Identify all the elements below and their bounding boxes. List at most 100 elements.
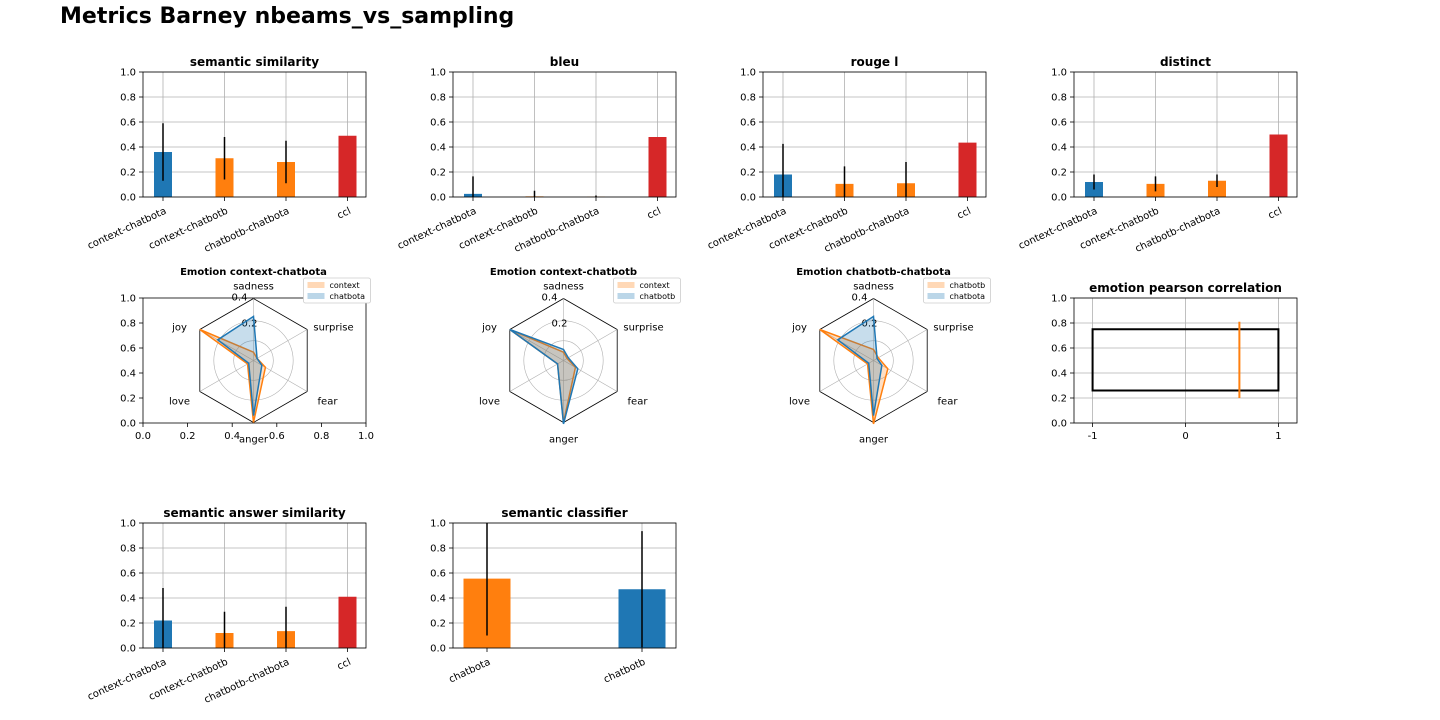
radar-spoke — [873, 329, 928, 361]
xtick-label: ccl — [1267, 206, 1284, 222]
plot-frame — [142, 297, 367, 424]
radar-axis-label-joy: joy — [481, 323, 497, 334]
legend-box — [613, 277, 681, 304]
xtick-label: 0.8 — [313, 431, 329, 442]
y-ytick-label: 0.4 — [120, 594, 136, 605]
y-ytick-label: 0.2 — [430, 168, 446, 179]
legend-swatch-context — [307, 282, 325, 288]
radar-axis-label-fear: fear — [938, 397, 959, 408]
chart-title: semantic similarity — [190, 55, 319, 69]
plot-frame — [452, 71, 677, 198]
y-ytick-label: 0.0 — [740, 193, 756, 204]
xtick-label: chatbota — [447, 657, 492, 686]
radar-spoke — [563, 329, 618, 361]
bar-ccl — [1269, 134, 1288, 197]
radar-axis-label-anger: anger — [549, 435, 579, 446]
legend-box — [923, 277, 991, 304]
xtick-label: ccl — [336, 206, 353, 222]
bar-chatbotb-chatbota — [1208, 180, 1226, 197]
legend-swatch-chatbotb — [927, 282, 945, 288]
y-ytick-label: 0.2 — [1051, 168, 1067, 179]
chart-title: semantic classifier — [501, 506, 627, 520]
y-ytick-label: 1.0 — [120, 519, 136, 530]
radar-rtick-label: 0.2 — [862, 319, 878, 330]
y-ytick-label: 0.8 — [740, 93, 756, 104]
plot-frame — [452, 522, 677, 649]
ytick-label: 1.0 — [120, 294, 136, 305]
radar-axis-label-sadness: sadness — [853, 282, 894, 293]
chart-emotion-context-chatbota: Emotion context-chatbota 0.0 0.2 0.4 0.6 0.8 1… — [120, 267, 374, 446]
radar-axis-label-anger: anger — [239, 435, 269, 446]
bar-ccl — [338, 135, 357, 197]
radar-ring — [523, 320, 604, 401]
legend-swatch-chatbota — [927, 293, 945, 299]
xtick-label: 0 — [1182, 431, 1188, 442]
plot-frame — [762, 71, 987, 198]
radar-rtick-label: 0.2 — [242, 319, 258, 330]
y-ytick-label: 0.6 — [120, 569, 136, 580]
radar-series-chatbotb — [509, 328, 579, 425]
y-ytick-label: 0.0 — [120, 193, 136, 204]
xtick-label: -1 — [1088, 431, 1098, 442]
y-ytick-label: 0.4 — [740, 143, 756, 154]
ytick-label: 0.0 — [120, 419, 136, 430]
chart-title: Emotion chatbotb-chatbota — [796, 267, 951, 278]
radar-axis-label-surprise: surprise — [623, 323, 663, 334]
y-ytick-label: 0.0 — [1051, 419, 1067, 430]
y-ytick-label: 0.4 — [1051, 369, 1067, 380]
ytick-label: 0.6 — [120, 344, 136, 355]
chart-rouge-l: rouge l0.00.20.40.60.81.0context-chatbot… — [706, 55, 987, 255]
legend-label-context: context — [640, 281, 670, 290]
chart-title: rouge l — [851, 55, 899, 69]
y-ytick-label: 0.0 — [1051, 193, 1067, 204]
radar-rtick-label: 0.4 — [232, 293, 248, 304]
ytick-label: 0.8 — [120, 319, 136, 330]
y-ytick-label: 0.2 — [120, 168, 136, 179]
y-ytick-label: 0.0 — [120, 644, 136, 655]
y-ytick-label: 0.8 — [120, 93, 136, 104]
plot-frame — [1073, 71, 1298, 198]
y-ytick-label: 0.6 — [1051, 344, 1067, 355]
bar-ccl — [958, 142, 977, 197]
radar-axis-label-love: love — [169, 397, 190, 408]
radar-spoke — [199, 329, 254, 361]
y-ytick-label: 0.6 — [430, 118, 446, 129]
xtick-label: 0.0 — [135, 431, 151, 442]
y-ytick-label: 0.0 — [430, 193, 446, 204]
radar-axis-label-surprise: surprise — [933, 323, 973, 334]
chart-emotion-pearson-correlation: emotion pearson correlation 0.0 0.2 0.4 0.6 0… — [1051, 281, 1298, 442]
radar-spoke — [509, 329, 564, 361]
radar-spoke — [253, 329, 308, 361]
y-ytick-label: 0.2 — [430, 619, 446, 630]
y-ytick-label: 0.0 — [430, 644, 446, 655]
radar-spoke — [509, 360, 564, 392]
xtick-label: ccl — [336, 657, 353, 673]
xtick-label: chatbotb — [602, 657, 647, 686]
legend-swatch-chatbotb — [617, 293, 635, 299]
legend-label-chatbotb: chatbotb — [640, 292, 676, 301]
bar-ccl — [648, 137, 667, 197]
legend-label-chatbotb: chatbotb — [950, 281, 986, 290]
radar-axis-label-fear: fear — [628, 397, 649, 408]
y-ytick-label: 0.4 — [120, 143, 136, 154]
xtick-label: 0.4 — [224, 431, 240, 442]
y-ytick-label: 1.0 — [740, 68, 756, 79]
y-ytick-label: 0.8 — [120, 544, 136, 555]
radar-series-chatbotb — [819, 328, 889, 425]
legend-label-context: context — [330, 281, 360, 290]
y-ytick-label: 0.8 — [430, 93, 446, 104]
y-ytick-label: 0.4 — [1051, 143, 1067, 154]
radar-axis-label-joy: joy — [791, 323, 807, 334]
y-ytick-label: 0.6 — [740, 118, 756, 129]
radar-axis-label-love: love — [789, 397, 810, 408]
chart-title: distinct — [1160, 55, 1211, 69]
legend-swatch-context — [617, 282, 635, 288]
radar-ring — [853, 340, 894, 381]
radar-axis-label-surprise: surprise — [313, 323, 353, 334]
y-ytick-label: 0.6 — [120, 118, 136, 129]
xtick-label: 0.2 — [180, 431, 196, 442]
legend-box — [303, 277, 371, 304]
chart-title: bleu — [550, 55, 579, 69]
